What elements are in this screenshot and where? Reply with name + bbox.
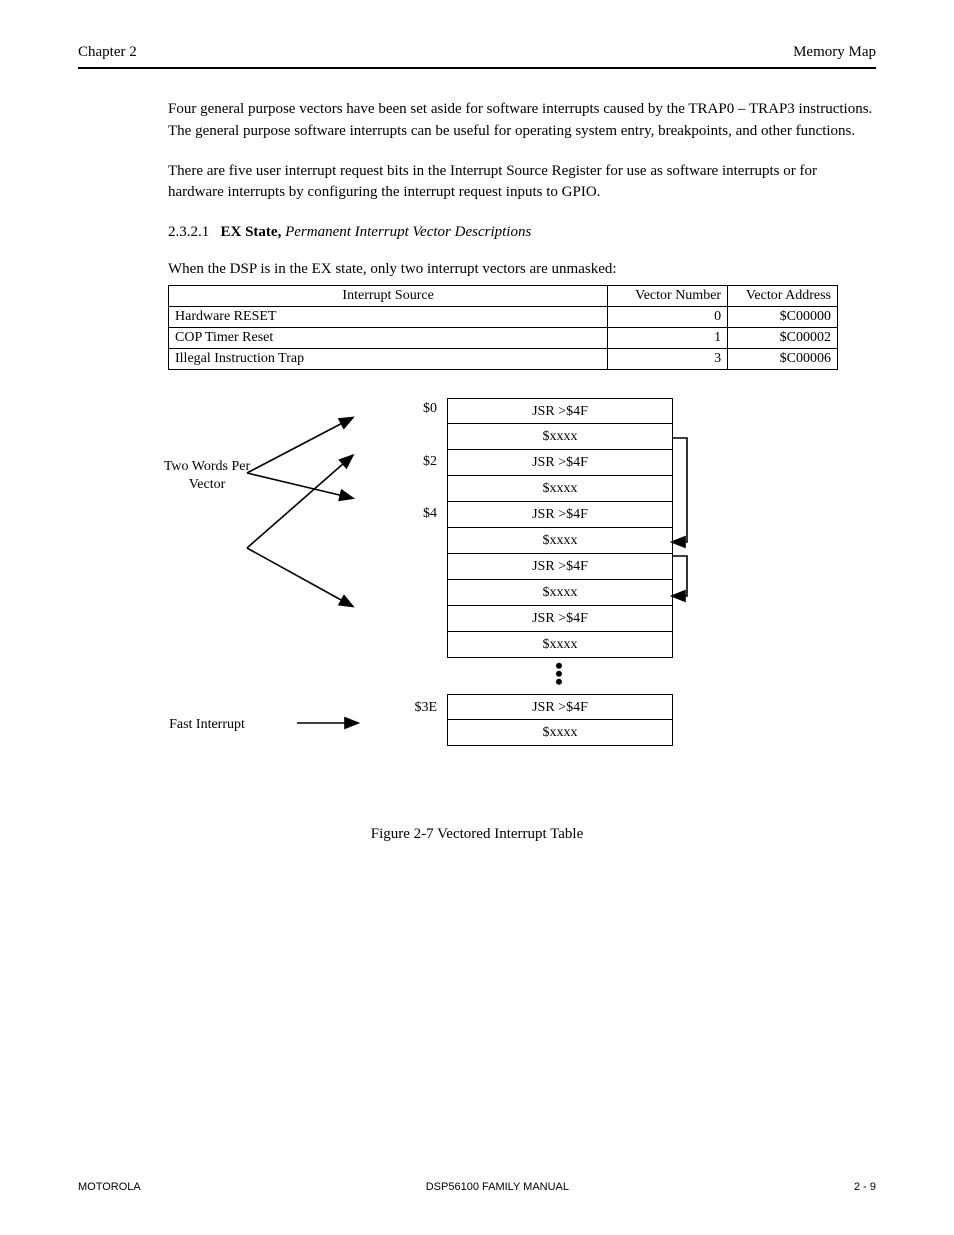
ellipsis-dots: ••• (447, 658, 673, 694)
cell-source: Illegal Instruction Trap (169, 348, 608, 369)
cell-vecaddr: $C00000 (728, 306, 838, 327)
memory-stack: JSR >$4F $xxxx JSR >$4F $xxxx JSR >$4F $… (447, 398, 673, 746)
paragraph-when: When the DSP is in the EX state, only tw… (78, 259, 876, 281)
cell-vecnum: 0 (608, 306, 728, 327)
mem-cell: JSR >$4F (447, 694, 673, 720)
mem-cell: JSR >$4F (447, 554, 673, 580)
cell-source: COP Timer Reset (169, 327, 608, 348)
header-section: Memory Map (793, 44, 876, 61)
label-two-words: Two Words Per Vector (127, 458, 287, 494)
paragraph-intro: Four general purpose vectors have been s… (78, 99, 876, 143)
mem-cell: $xxxx (447, 476, 673, 502)
mem-cell: $xxxx (447, 528, 673, 554)
addr-label: $3E (357, 700, 437, 716)
interrupt-diagram: $0 $2 $4 $3E Two Words Per Vector Fast I… (127, 398, 827, 818)
header-chapter: Chapter 2 (78, 44, 137, 61)
footer-right: 2 - 9 (854, 1181, 876, 1193)
footer-left: MOTOROLA (78, 1181, 141, 1193)
page-header: Chapter 2 Memory Map (78, 44, 876, 67)
mem-cell: JSR >$4F (447, 606, 673, 632)
cell-vecnum: 3 (608, 348, 728, 369)
section-number: 2.3.2.1 (168, 224, 209, 240)
label-fast-interrupt: Fast Interrupt (127, 716, 287, 734)
section-title-bold: EX State, (221, 224, 282, 240)
mem-cell: $xxxx (447, 424, 673, 450)
table-row: Hardware RESET 0 $C00000 (169, 306, 838, 327)
mem-cell: $xxxx (447, 720, 673, 746)
page: Chapter 2 Memory Map Four general purpos… (0, 0, 954, 1235)
vector-table-wrap: Interrupt Source Vector Number Vector Ad… (78, 285, 876, 370)
col-header-vecnum: Vector Number (608, 285, 728, 306)
table-header-row: Interrupt Source Vector Number Vector Ad… (169, 285, 838, 306)
mem-cell: JSR >$4F (447, 450, 673, 476)
col-header-vecaddr: Vector Address (728, 285, 838, 306)
section-heading: 2.3.2.1 EX State, Permanent Interrupt Ve… (78, 222, 876, 244)
table-row: COP Timer Reset 1 $C00002 (169, 327, 838, 348)
mem-cell: JSR >$4F (447, 398, 673, 424)
figure-caption: Figure 2-7 Vectored Interrupt Table (78, 826, 876, 843)
cell-vecaddr: $C00002 (728, 327, 838, 348)
cell-vecnum: 1 (608, 327, 728, 348)
section-title-ital: Permanent Interrupt Vector Descriptions (285, 224, 531, 240)
table-row: Illegal Instruction Trap 3 $C00006 (169, 348, 838, 369)
header-rule (78, 67, 876, 69)
addr-label: $0 (357, 401, 437, 417)
page-footer: MOTOROLA DSP56100 FAMILY MANUAL 2 - 9 (78, 1181, 876, 1193)
paragraph-intsrc: There are five user interrupt request bi… (78, 161, 876, 205)
mem-cell: $xxxx (447, 580, 673, 606)
vector-table: Interrupt Source Vector Number Vector Ad… (168, 285, 838, 370)
mem-cell: $xxxx (447, 632, 673, 658)
addr-label: $4 (357, 506, 437, 522)
mem-cell: JSR >$4F (447, 502, 673, 528)
col-header-source: Interrupt Source (169, 285, 608, 306)
cell-source: Hardware RESET (169, 306, 608, 327)
footer-center: DSP56100 FAMILY MANUAL (426, 1181, 569, 1193)
addr-label: $2 (357, 454, 437, 470)
cell-vecaddr: $C00006 (728, 348, 838, 369)
